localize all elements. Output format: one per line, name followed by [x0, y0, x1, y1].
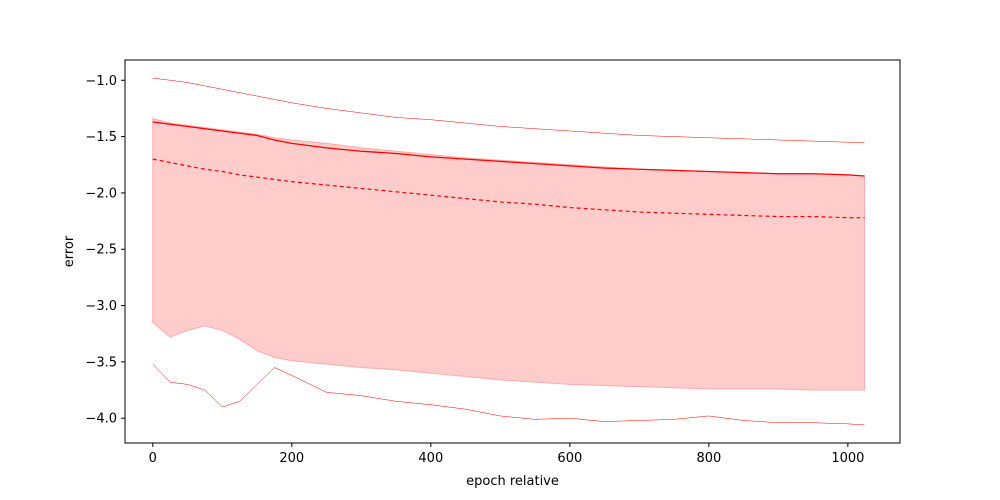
series-line-thin-lower [152, 363, 865, 426]
series-line-solid [152, 121, 865, 177]
x-tick-label: 0 [149, 451, 157, 466]
series-line-thin-upper [152, 77, 865, 143]
plot-frame [124, 59, 901, 444]
y-tick-label: −4.0 [85, 412, 117, 427]
y-axis-ticks: −4.0 −3.5 −3.0 −2.5 −2.0 −1.5 −1.0 [85, 74, 125, 427]
y-tick-label: −3.0 [85, 299, 117, 314]
y-tick-label: −2.5 [85, 243, 117, 258]
y-tick-label: −2.0 [85, 186, 117, 201]
band-area [152, 117, 866, 391]
y-tick-label: −1.0 [85, 74, 117, 89]
x-tick-label: 800 [696, 451, 721, 466]
confidence-band-layer [152, 117, 866, 391]
x-tick-label: 600 [557, 451, 582, 466]
series-line-dashed [152, 158, 865, 219]
series-layer [152, 77, 865, 426]
x-tick-label: 1000 [831, 451, 864, 466]
x-tick-label: 200 [279, 451, 304, 466]
x-axis-ticks: 0 200 400 600 800 1000 [149, 443, 864, 466]
x-axis-label: epoch relative [466, 474, 559, 489]
y-tick-label: −1.5 [85, 130, 117, 145]
y-axis-label: error [62, 235, 77, 267]
y-tick-label: −3.5 [85, 355, 117, 370]
x-tick-label: 400 [418, 451, 443, 466]
